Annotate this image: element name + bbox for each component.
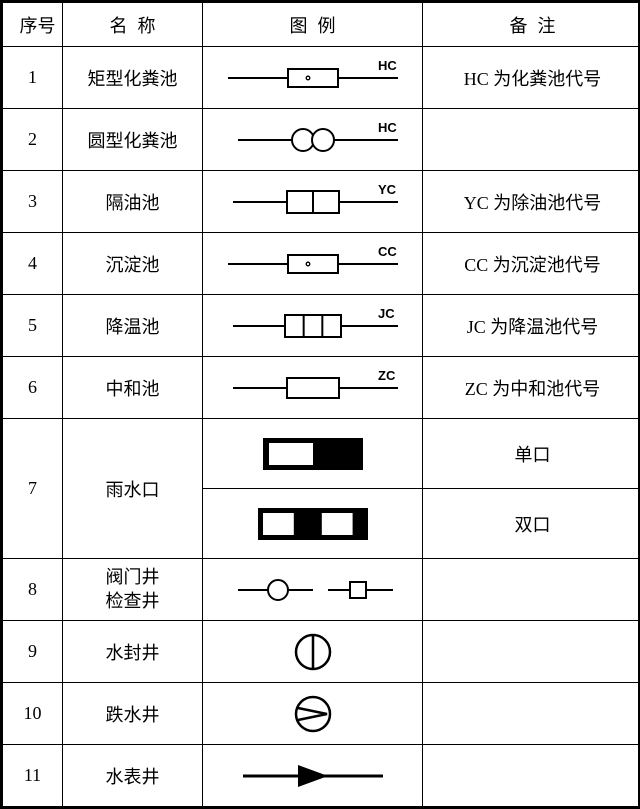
cell-note: JC 为降温池代号	[423, 295, 640, 357]
cell-symbol	[203, 745, 423, 807]
cell-seq: 4	[3, 233, 63, 295]
svg-text:HC: HC	[378, 58, 397, 73]
cell-note: HC 为化粪池代号	[423, 47, 640, 109]
svg-text:ZC: ZC	[378, 368, 396, 383]
svg-text:JC: JC	[378, 306, 395, 321]
cell-seq: 1	[3, 47, 63, 109]
table-body: 1 矩型化粪池 HC HC 为化粪池代号 2 圆型化粪池 HC 3 隔油池 YC…	[3, 47, 640, 807]
cell-symbol	[203, 489, 423, 559]
table-row: 2 圆型化粪池 HC	[3, 109, 640, 171]
cell-note: 单口	[423, 419, 640, 489]
table-row: 11 水表井	[3, 745, 640, 807]
cell-note	[423, 683, 640, 745]
table-row: 9 水封井	[3, 621, 640, 683]
cell-symbol	[203, 683, 423, 745]
cell-symbol: JC	[203, 295, 423, 357]
cell-name: 中和池	[63, 357, 203, 419]
header-row: 序号 名称 图例 备注	[3, 3, 640, 47]
table-row: 6 中和池 ZC ZC 为中和池代号	[3, 357, 640, 419]
cell-seq: 10	[3, 683, 63, 745]
header-note: 备注	[423, 3, 640, 47]
cell-symbol	[203, 621, 423, 683]
cell-symbol: HC	[203, 109, 423, 171]
cell-note: CC 为沉淀池代号	[423, 233, 640, 295]
table-row: 10 跌水井	[3, 683, 640, 745]
cell-symbol: CC	[203, 233, 423, 295]
table-row: 3 隔油池 YC YC 为除油池代号	[3, 171, 640, 233]
table-row: 4 沉淀池 CC CC 为沉淀池代号	[3, 233, 640, 295]
cell-symbol: YC	[203, 171, 423, 233]
cell-seq: 5	[3, 295, 63, 357]
cell-note: ZC 为中和池代号	[423, 357, 640, 419]
symbol-legend-table: 序号 名称 图例 备注 1 矩型化粪池 HC HC 为化粪池代号 2 圆型化粪池…	[0, 0, 640, 809]
cell-name: 矩型化粪池	[63, 47, 203, 109]
svg-text:YC: YC	[378, 182, 397, 197]
header-seq: 序号	[3, 3, 63, 47]
cell-seq: 2	[3, 109, 63, 171]
table-row: 7 雨水口 单口	[3, 419, 640, 489]
cell-name: 降温池	[63, 295, 203, 357]
cell-seq: 6	[3, 357, 63, 419]
cell-name: 沉淀池	[63, 233, 203, 295]
cell-symbol	[203, 559, 423, 621]
cell-symbol: HC	[203, 47, 423, 109]
cell-note	[423, 745, 640, 807]
cell-seq: 7	[3, 419, 63, 559]
cell-name: 跌水井	[63, 683, 203, 745]
cell-seq: 3	[3, 171, 63, 233]
cell-seq: 8	[3, 559, 63, 621]
cell-note	[423, 109, 640, 171]
header-name: 名称	[63, 3, 203, 47]
cell-symbol	[203, 419, 423, 489]
cell-name: 雨水口	[63, 419, 203, 559]
svg-text:HC: HC	[378, 120, 397, 135]
cell-seq: 11	[3, 745, 63, 807]
svg-text:CC: CC	[378, 244, 397, 259]
cell-name: 水表井	[63, 745, 203, 807]
table-row: 5 降温池 JC JC 为降温池代号	[3, 295, 640, 357]
header-symbol: 图例	[203, 3, 423, 47]
cell-note: 双口	[423, 489, 640, 559]
table-row: 1 矩型化粪池 HC HC 为化粪池代号	[3, 47, 640, 109]
cell-name: 隔油池	[63, 171, 203, 233]
cell-name: 阀门井检查井	[63, 559, 203, 621]
cell-note	[423, 559, 640, 621]
cell-name: 水封井	[63, 621, 203, 683]
cell-note	[423, 621, 640, 683]
table-row: 8 阀门井检查井	[3, 559, 640, 621]
cell-note: YC 为除油池代号	[423, 171, 640, 233]
cell-symbol: ZC	[203, 357, 423, 419]
table: 序号 名称 图例 备注 1 矩型化粪池 HC HC 为化粪池代号 2 圆型化粪池…	[2, 2, 640, 807]
cell-seq: 9	[3, 621, 63, 683]
cell-name: 圆型化粪池	[63, 109, 203, 171]
